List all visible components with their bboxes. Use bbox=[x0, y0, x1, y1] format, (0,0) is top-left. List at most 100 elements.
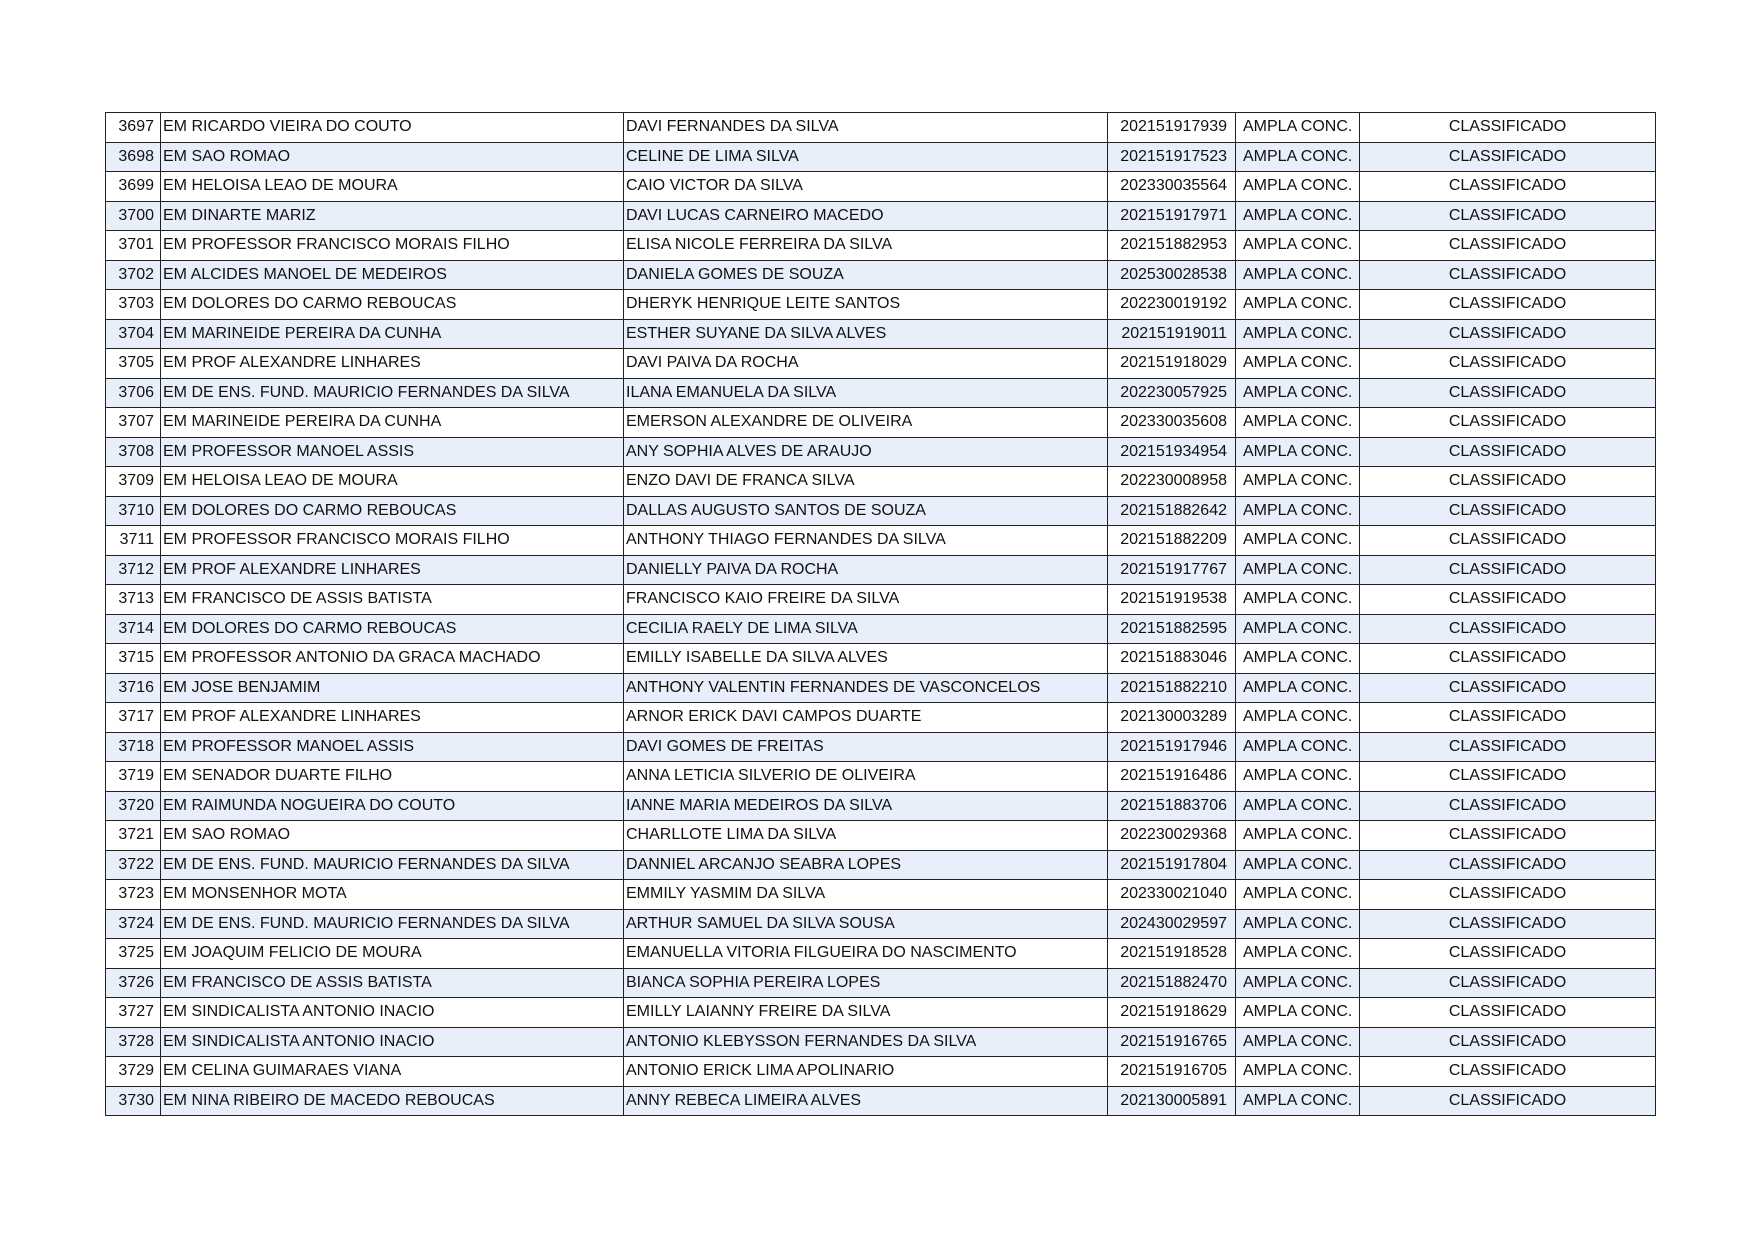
rank-cell: 3705 bbox=[105, 348, 161, 379]
school-cell: EM JOAQUIM FELICIO DE MOURA bbox=[160, 938, 624, 969]
registration-cell: 202151882470 bbox=[1107, 967, 1236, 998]
category-cell: AMPLA CONC. bbox=[1235, 643, 1360, 674]
registration-cell: 202151916705 bbox=[1107, 1056, 1236, 1087]
registration-cell: 202230029368 bbox=[1107, 820, 1236, 851]
rank-cell: 3720 bbox=[105, 790, 161, 821]
student-name-cell: DAVI FERNANDES DA SILVA bbox=[623, 112, 1108, 143]
student-name-cell: CHARLLOTE LIMA DA SILVA bbox=[623, 820, 1108, 851]
table-row: 3701 EM PROFESSOR FRANCISCO MORAIS FILHO E… bbox=[105, 230, 1656, 261]
student-name-cell: CECILIA RAELY DE LIMA SILVA bbox=[623, 613, 1108, 644]
table-row: 3699 EM HELOISA LEAO DE MOURA CAIO VICTOR … bbox=[105, 171, 1656, 202]
rank-cell: 3715 bbox=[105, 643, 161, 674]
student-name-cell: ANTHONY VALENTIN FERNANDES DE VASCONCELO… bbox=[623, 672, 1108, 703]
table-row: 3719 EM SENADOR DUARTE FILHO ANNA LETICIA … bbox=[105, 761, 1656, 792]
rank-cell: 3716 bbox=[105, 672, 161, 703]
student-name-cell: DAVI PAIVA DA ROCHA bbox=[623, 348, 1108, 379]
category-cell: AMPLA CONC. bbox=[1235, 879, 1360, 910]
status-cell: CLASSIFICADO bbox=[1359, 377, 1656, 408]
rank-cell: 3719 bbox=[105, 761, 161, 792]
registration-cell: 202151916486 bbox=[1107, 761, 1236, 792]
category-cell: AMPLA CONC. bbox=[1235, 731, 1360, 762]
registration-cell: 202230008958 bbox=[1107, 466, 1236, 497]
student-name-cell: EMERSON ALEXANDRE DE OLIVEIRA bbox=[623, 407, 1108, 438]
table-row: 3720 EM RAIMUNDA NOGUEIRA DO COUTO IANNE M… bbox=[105, 790, 1656, 821]
school-cell: EM SENADOR DUARTE FILHO bbox=[160, 761, 624, 792]
category-cell: AMPLA CONC. bbox=[1235, 230, 1360, 261]
registration-cell: 202151917939 bbox=[1107, 112, 1236, 143]
rank-cell: 3707 bbox=[105, 407, 161, 438]
status-cell: CLASSIFICADO bbox=[1359, 908, 1656, 939]
school-cell: EM SINDICALISTA ANTONIO INACIO bbox=[160, 997, 624, 1028]
status-cell: CLASSIFICADO bbox=[1359, 407, 1656, 438]
category-cell: AMPLA CONC. bbox=[1235, 938, 1360, 969]
rank-cell: 3697 bbox=[105, 112, 161, 143]
table-row: 3724 EM DE ENS. FUND. MAURICIO FERNANDES … bbox=[105, 908, 1656, 939]
registration-cell: 202130003289 bbox=[1107, 702, 1236, 733]
table-row: 3729 EM CELINA GUIMARAES VIANA ANTONIO ERI… bbox=[105, 1056, 1656, 1087]
table-row: 3722 EM DE ENS. FUND. MAURICIO FERNANDES … bbox=[105, 849, 1656, 880]
school-cell: EM PROF ALEXANDRE LINHARES bbox=[160, 348, 624, 379]
school-cell: EM SINDICALISTA ANTONIO INACIO bbox=[160, 1026, 624, 1057]
category-cell: AMPLA CONC. bbox=[1235, 1085, 1360, 1116]
registration-cell: 202151918629 bbox=[1107, 997, 1236, 1028]
table-row: 3706 EM DE ENS. FUND. MAURICIO FERNANDES … bbox=[105, 377, 1656, 408]
school-cell: EM DE ENS. FUND. MAURICIO FERNANDES DA S… bbox=[160, 377, 624, 408]
category-cell: AMPLA CONC. bbox=[1235, 702, 1360, 733]
status-cell: CLASSIFICADO bbox=[1359, 761, 1656, 792]
student-name-cell: DANIELA GOMES DE SOUZA bbox=[623, 259, 1108, 290]
registration-cell: 202151917946 bbox=[1107, 731, 1236, 762]
school-cell: EM CELINA GUIMARAES VIANA bbox=[160, 1056, 624, 1087]
student-name-cell: ANTONIO KLEBYSSON FERNANDES DA SILVA bbox=[623, 1026, 1108, 1057]
category-cell: AMPLA CONC. bbox=[1235, 259, 1360, 290]
category-cell: AMPLA CONC. bbox=[1235, 820, 1360, 851]
status-cell: CLASSIFICADO bbox=[1359, 790, 1656, 821]
rank-cell: 3699 bbox=[105, 171, 161, 202]
category-cell: AMPLA CONC. bbox=[1235, 466, 1360, 497]
school-cell: EM FRANCISCO DE ASSIS BATISTA bbox=[160, 967, 624, 998]
category-cell: AMPLA CONC. bbox=[1235, 761, 1360, 792]
student-name-cell: ILANA EMANUELA DA SILVA bbox=[623, 377, 1108, 408]
rank-cell: 3714 bbox=[105, 613, 161, 644]
status-cell: CLASSIFICADO bbox=[1359, 672, 1656, 703]
status-cell: CLASSIFICADO bbox=[1359, 554, 1656, 585]
table-row: 3705 EM PROF ALEXANDRE LINHARES DAVI PAIVA… bbox=[105, 348, 1656, 379]
status-cell: CLASSIFICADO bbox=[1359, 849, 1656, 880]
student-name-cell: DHERYK HENRIQUE LEITE SANTOS bbox=[623, 289, 1108, 320]
status-cell: CLASSIFICADO bbox=[1359, 938, 1656, 969]
registration-cell: 202151882210 bbox=[1107, 672, 1236, 703]
category-cell: AMPLA CONC. bbox=[1235, 495, 1360, 526]
status-cell: CLASSIFICADO bbox=[1359, 495, 1656, 526]
table-row: 3721 EM SAO ROMAO CHARLLOTE LIMA DA SILVA 2… bbox=[105, 820, 1656, 851]
rank-cell: 3721 bbox=[105, 820, 161, 851]
school-cell: EM DINARTE MARIZ bbox=[160, 200, 624, 231]
table-row: 3708 EM PROFESSOR MANOEL ASSIS ANY SOPHIA … bbox=[105, 436, 1656, 467]
rank-cell: 3728 bbox=[105, 1026, 161, 1057]
school-cell: EM DOLORES DO CARMO REBOUCAS bbox=[160, 289, 624, 320]
registration-cell: 202151883706 bbox=[1107, 790, 1236, 821]
status-cell: CLASSIFICADO bbox=[1359, 318, 1656, 349]
registration-cell: 202151882209 bbox=[1107, 525, 1236, 556]
status-cell: CLASSIFICADO bbox=[1359, 967, 1656, 998]
status-cell: CLASSIFICADO bbox=[1359, 112, 1656, 143]
registration-cell: 202151934954 bbox=[1107, 436, 1236, 467]
table-row: 3728 EM SINDICALISTA ANTONIO INACIO ANTONI… bbox=[105, 1026, 1656, 1057]
student-name-cell: DALLAS AUGUSTO SANTOS DE SOUZA bbox=[623, 495, 1108, 526]
status-cell: CLASSIFICADO bbox=[1359, 879, 1656, 910]
rank-cell: 3723 bbox=[105, 879, 161, 910]
rank-cell: 3727 bbox=[105, 997, 161, 1028]
table-row: 3698 EM SAO ROMAO CELINE DE LIMA SILVA 2021… bbox=[105, 141, 1656, 172]
rank-cell: 3717 bbox=[105, 702, 161, 733]
status-cell: CLASSIFICADO bbox=[1359, 731, 1656, 762]
student-name-cell: ANY SOPHIA ALVES DE ARAUJO bbox=[623, 436, 1108, 467]
registration-cell: 202151917767 bbox=[1107, 554, 1236, 585]
school-cell: EM FRANCISCO DE ASSIS BATISTA bbox=[160, 584, 624, 615]
registration-cell: 202330021040 bbox=[1107, 879, 1236, 910]
category-cell: AMPLA CONC. bbox=[1235, 289, 1360, 320]
student-name-cell: ENZO DAVI DE FRANCA SILVA bbox=[623, 466, 1108, 497]
rank-cell: 3713 bbox=[105, 584, 161, 615]
table-row: 3707 EM MARINEIDE PEREIRA DA CUNHA EMERSON… bbox=[105, 407, 1656, 438]
school-cell: EM JOSE BENJAMIM bbox=[160, 672, 624, 703]
student-name-cell: ARNOR ERICK DAVI CAMPOS DUARTE bbox=[623, 702, 1108, 733]
registration-cell: 202151919011 bbox=[1107, 318, 1236, 349]
table-row: 3712 EM PROF ALEXANDRE LINHARES DANIELLY P… bbox=[105, 554, 1656, 585]
